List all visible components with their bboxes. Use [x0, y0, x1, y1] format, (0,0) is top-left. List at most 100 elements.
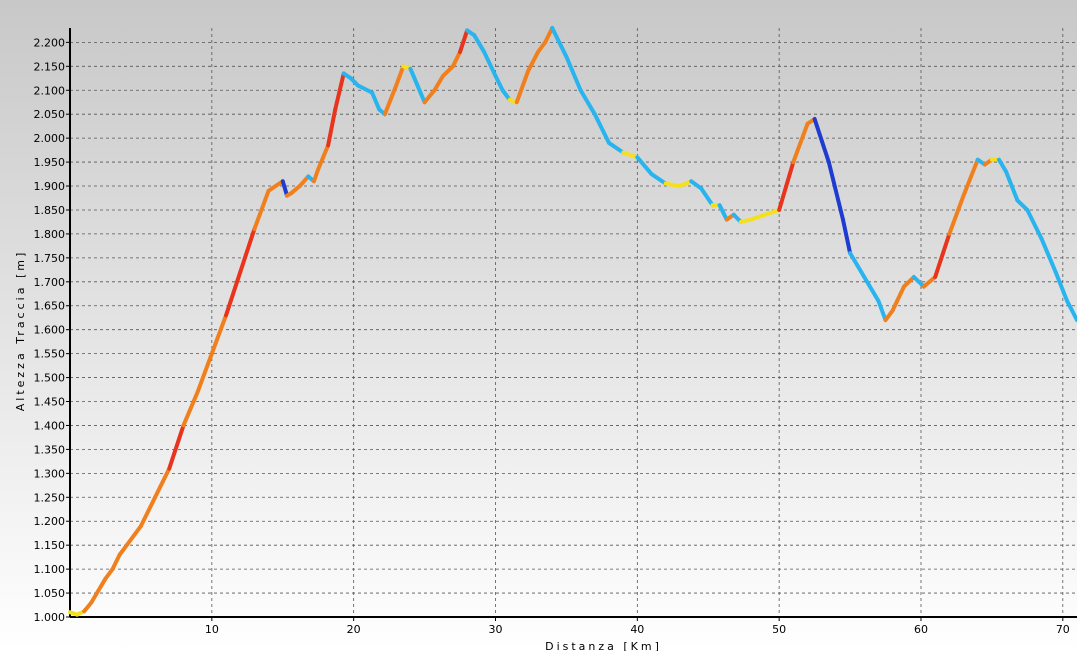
- x-tick-label: 20: [347, 623, 361, 636]
- elevation-segment: [543, 26, 555, 45]
- y-tick-label: 2.150: [34, 60, 66, 73]
- y-tick-label: 1.650: [34, 300, 66, 313]
- elevation-segment: [564, 54, 583, 93]
- elevation-segment: [933, 231, 952, 280]
- y-tick-label: 1.150: [34, 539, 66, 552]
- elevation-segment: [167, 423, 186, 471]
- elevation-segment: [996, 157, 1009, 174]
- elevation-segment: [297, 174, 311, 189]
- y-tick-label: 1.100: [34, 563, 66, 576]
- elevation-segment: [1015, 198, 1030, 212]
- x-tick-label: 50: [772, 623, 786, 636]
- x-axis-ticks: 10 20 30 40 50 60 70: [205, 617, 1070, 636]
- elevation-segment: [209, 313, 229, 356]
- elevation-segment: [394, 64, 406, 88]
- elevation-segment: [550, 26, 569, 59]
- elevation-segment: [181, 389, 200, 428]
- elevation-segment: [266, 179, 285, 193]
- elevation-segment: [408, 66, 420, 88]
- elevation-segment: [333, 71, 346, 112]
- elevation-segment: [355, 83, 375, 95]
- elevation-segment: [1039, 236, 1058, 275]
- y-tick-label: 1.450: [34, 396, 66, 409]
- grid-lines: [70, 28, 1077, 617]
- elevation-segment: [911, 275, 926, 289]
- elevation-segment: [482, 49, 498, 78]
- y-tick-label: 1.000: [34, 611, 66, 624]
- elevation-segment: [415, 83, 427, 105]
- elevation-line-series: [68, 26, 1077, 617]
- x-tick-label: 10: [205, 623, 219, 636]
- elevation-segment: [326, 107, 338, 148]
- elevation-segment: [514, 69, 531, 105]
- elevation-segment: [826, 160, 845, 222]
- elevation-segment: [280, 179, 290, 198]
- elevation-segment: [316, 143, 331, 172]
- elevation-segment: [961, 157, 980, 198]
- elevation-segment: [238, 227, 257, 275]
- elevation-segment: [791, 121, 810, 165]
- elevation-segment: [689, 179, 704, 191]
- elevation-segment: [947, 193, 966, 236]
- x-tick-label: 40: [630, 623, 644, 636]
- y-tick-label: 1.950: [34, 156, 66, 169]
- elevation-segment: [493, 73, 505, 93]
- elevation-segment: [862, 275, 881, 303]
- y-tick-label: 2.050: [34, 108, 66, 121]
- elevation-segment: [635, 155, 654, 177]
- y-tick-label: 1.300: [34, 467, 66, 480]
- y-axis-title: Altezza Traccia [m]: [14, 250, 27, 412]
- elevation-segment: [592, 112, 611, 145]
- y-tick-label: 1.500: [34, 372, 66, 385]
- elevation-segment: [649, 172, 668, 186]
- elevation-segment: [606, 140, 626, 155]
- y-tick-label: 1.600: [34, 324, 66, 337]
- x-tick-label: 70: [1056, 623, 1070, 636]
- x-tick-label: 60: [914, 623, 928, 636]
- elevation-segment: [663, 181, 682, 189]
- y-tick-label: 2.000: [34, 132, 66, 145]
- y-tick-label: 1.700: [34, 276, 66, 289]
- elevation-segment: [921, 275, 938, 289]
- y-tick-label: 1.750: [34, 252, 66, 265]
- elevation-segment: [1053, 270, 1070, 303]
- elevation-segment: [876, 298, 888, 323]
- y-tick-label: 1.400: [34, 419, 66, 432]
- elevation-segment: [441, 64, 455, 78]
- elevation-segment: [578, 88, 597, 117]
- elevation-segment: [153, 466, 172, 500]
- elevation-segment: [422, 88, 437, 105]
- elevation-segment: [432, 73, 446, 93]
- y-tick-label: 1.350: [34, 443, 66, 456]
- elevation-segment: [890, 284, 906, 313]
- elevation-segment: [89, 588, 101, 605]
- y-tick-label: 1.200: [34, 515, 66, 528]
- elevation-segment: [124, 524, 143, 548]
- elevation-segment: [382, 83, 399, 117]
- elevation-segment: [224, 270, 243, 318]
- elevation-segment: [96, 576, 108, 593]
- elevation-segment: [526, 49, 541, 74]
- elevation-segment: [1065, 298, 1077, 323]
- elevation-segment: [195, 351, 214, 394]
- y-tick-label: 1.850: [34, 204, 66, 217]
- elevation-segment: [901, 275, 916, 289]
- elevation-segment: [472, 33, 487, 54]
- y-axis-ticks: 1.000 1.050 1.100 1.150 1.200 1.250 1.300 1.350…: [34, 36, 70, 624]
- x-axis-title: Distanza [Km]: [545, 640, 662, 651]
- elevation-segment: [458, 28, 470, 54]
- y-tick-label: 2.100: [34, 84, 66, 97]
- elevation-segment: [699, 186, 715, 208]
- elevation-segment: [748, 212, 767, 222]
- elevation-segment: [252, 188, 271, 232]
- y-tick-label: 1.900: [34, 180, 66, 193]
- y-tick-label: 1.050: [34, 587, 66, 600]
- elevation-segment: [762, 207, 782, 217]
- elevation-segment: [848, 251, 867, 280]
- y-tick-label: 1.250: [34, 491, 66, 504]
- elevation-segment: [311, 167, 321, 184]
- y-tick-label: 1.800: [34, 228, 66, 241]
- elevation-segment: [370, 90, 382, 112]
